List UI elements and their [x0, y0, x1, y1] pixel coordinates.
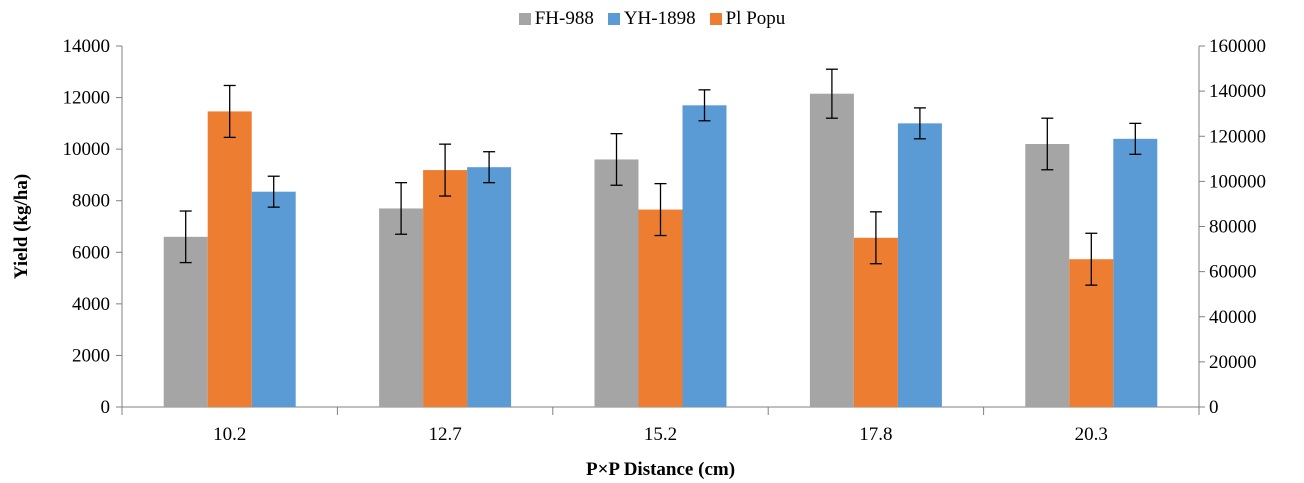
bar-yh-1898 [897, 123, 942, 407]
legend-label-fh988: FH-988 [534, 8, 594, 29]
y-tick-label-left: 2000 [72, 345, 110, 366]
y-tick-label-left: 14000 [63, 36, 111, 57]
x-tick-label: 20.3 [1075, 424, 1108, 445]
legend-label-plpopu: Pl Popu [725, 8, 786, 29]
bar-pl-popu [423, 170, 468, 407]
legend-item-plpopu: Pl Popu [709, 8, 786, 30]
y-tick-label-right: 80000 [1209, 217, 1257, 238]
y-tick-label-left: 12000 [63, 88, 111, 109]
y-tick-label-right: 0 [1209, 397, 1219, 418]
bar-fh-988 [594, 159, 639, 407]
bar-fh-988 [809, 93, 854, 407]
bar-yh-1898 [251, 191, 296, 407]
y-tick-label-right: 40000 [1209, 307, 1257, 328]
y-tick-label-left: 4000 [72, 294, 110, 315]
y-tick-label-right: 140000 [1209, 81, 1266, 102]
bar-yh-1898 [467, 167, 512, 407]
y-tick-label-left: 0 [101, 397, 111, 418]
legend-swatch-plpopu [709, 13, 722, 25]
bar-pl-popu [207, 111, 252, 408]
legend: FH-988 YH-1898 Pl Popu [0, 8, 1304, 30]
y-tick-label-right: 60000 [1209, 262, 1257, 283]
y-tick-label-right: 20000 [1209, 352, 1257, 373]
y-tick-label-left: 6000 [72, 242, 110, 263]
bar-yh-1898 [682, 105, 727, 408]
y-tick-label-right: 160000 [1209, 36, 1266, 57]
bar-fh-988 [1025, 143, 1070, 407]
legend-item-yh1898: YH-1898 [607, 8, 696, 30]
y-tick-label-right: 120000 [1209, 126, 1266, 147]
y-tick-label-right: 100000 [1209, 171, 1266, 192]
bar-pl-popu [853, 237, 898, 407]
y-tick-label-left: 8000 [72, 191, 110, 212]
y-tick-label-left: 10000 [63, 139, 111, 160]
x-tick-label: 17.8 [859, 424, 892, 445]
legend-swatch-yh1898 [607, 13, 620, 25]
x-tick-label: 12.7 [428, 424, 461, 445]
x-axis-title: P×P Distance (cm) [586, 459, 735, 480]
bar-fh-988 [379, 208, 424, 407]
x-tick-label: 10.2 [213, 424, 246, 445]
y-axis-title: Yield (kg/ha) [11, 174, 32, 279]
legend-swatch-fh988 [518, 13, 531, 25]
bar-pl-popu [638, 209, 683, 407]
x-tick-label: 15.2 [644, 424, 677, 445]
legend-item-fh988: FH-988 [518, 8, 594, 30]
bar-yh-1898 [1113, 138, 1158, 408]
legend-label-yh1898: YH-1898 [623, 8, 696, 29]
bar-fh-988 [163, 236, 208, 407]
